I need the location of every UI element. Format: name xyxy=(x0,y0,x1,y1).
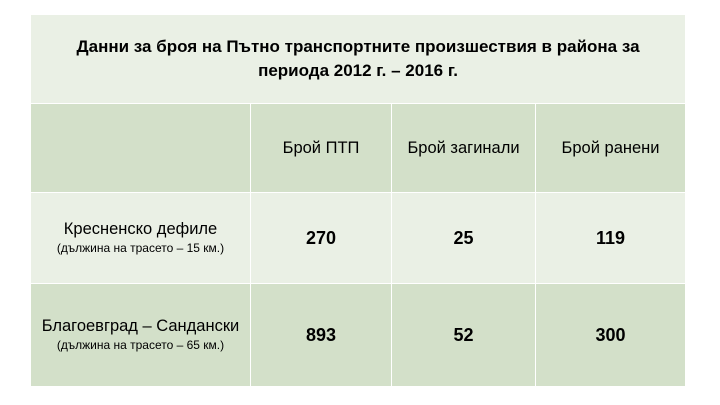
table-title: Данни за броя на Пътно транспортните про… xyxy=(29,14,687,104)
killed-count-cell: 25 xyxy=(391,192,536,284)
route-cell: Кресненско дефиле (дължина на трасето – … xyxy=(30,192,251,284)
header-ptp-count: Брой ПТП xyxy=(250,103,392,193)
ptp-count-cell: 893 xyxy=(250,283,392,387)
header-route-cell xyxy=(30,103,251,193)
injured-count-cell: 119 xyxy=(534,192,687,284)
route-name: Благоевград – Сандански xyxy=(41,317,240,335)
table-row: Благоевград – Сандански (дължина на трас… xyxy=(30,283,687,387)
header-killed-count: Брой загинали xyxy=(391,103,536,193)
ptp-count-cell: 270 xyxy=(250,192,392,284)
table-row: Кресненско дефиле (дължина на трасето – … xyxy=(30,192,687,284)
injured-count-cell: 300 xyxy=(534,283,687,387)
header-injured-count: Брой ранени xyxy=(534,103,687,193)
accident-statistics-table: Данни за броя на Пътно транспортните про… xyxy=(29,14,687,387)
killed-count-cell: 52 xyxy=(391,283,536,387)
route-length-note: (дължина на трасето – 15 км.) xyxy=(56,241,225,255)
route-name: Кресненско дефиле xyxy=(63,220,218,238)
table-header-row: Брой ПТП Брой загинали Брой ранени xyxy=(30,103,687,193)
table-title-row: Данни за броя на Пътно транспортните про… xyxy=(29,14,687,104)
route-cell: Благоевград – Сандански (дължина на трас… xyxy=(30,283,251,387)
route-length-note: (дължина на трасето – 65 км.) xyxy=(56,338,225,352)
